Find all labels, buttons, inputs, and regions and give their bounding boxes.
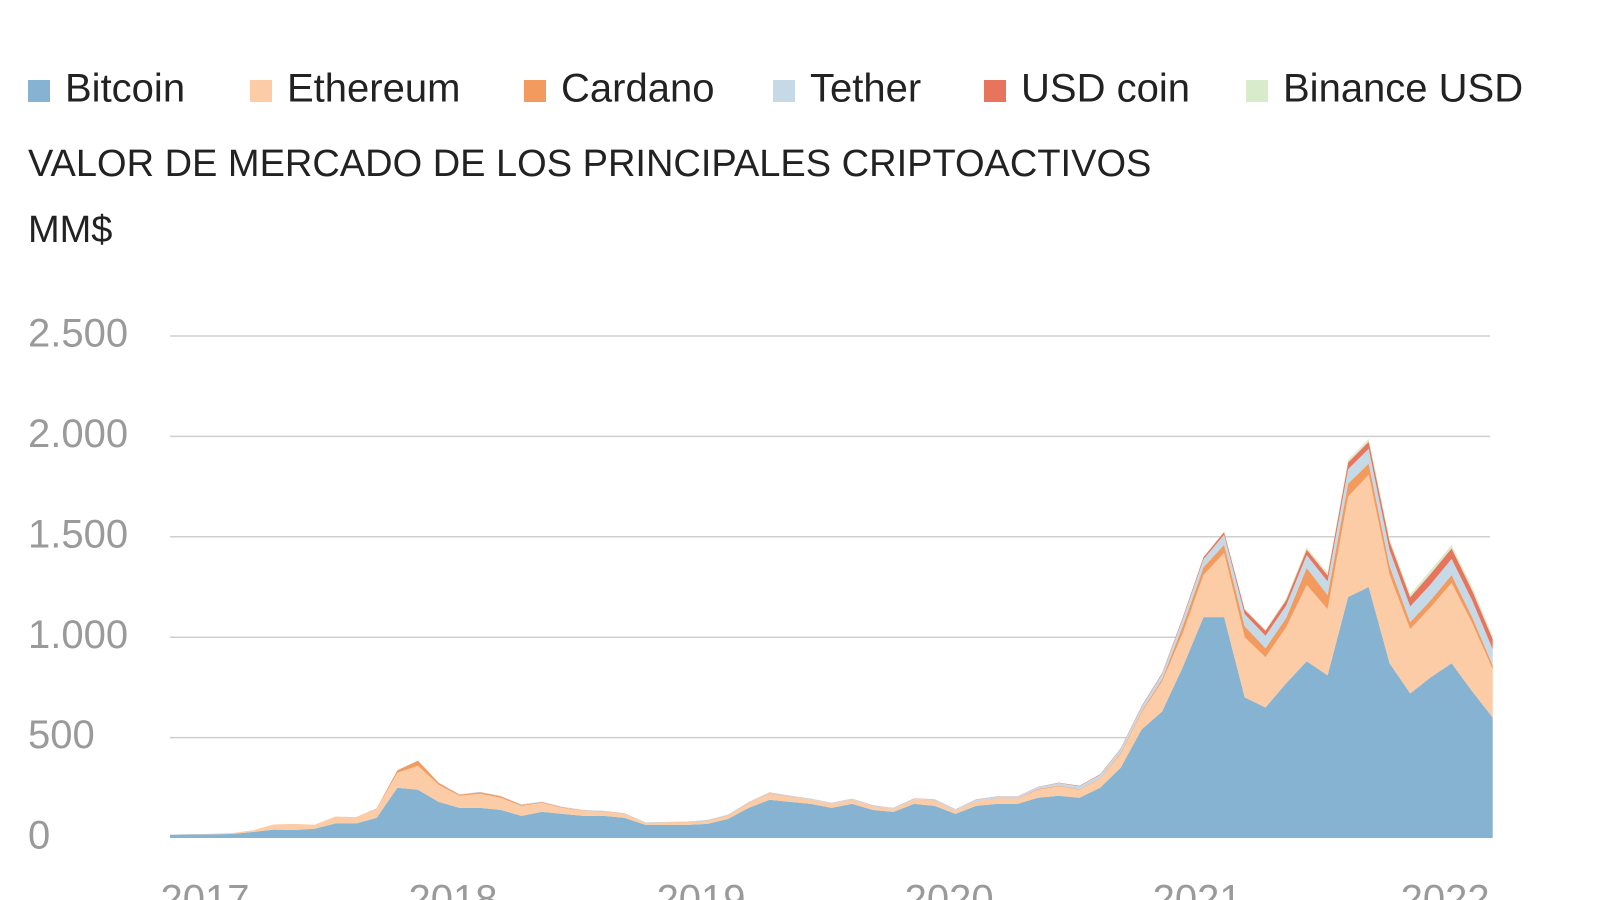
y-tick-label: 1.500	[28, 512, 128, 556]
area	[170, 587, 1493, 838]
legend-label: Ethereum	[287, 67, 460, 111]
legend-swatch	[250, 80, 272, 102]
y-tick-label: 500	[28, 713, 95, 757]
legend-swatch	[1246, 80, 1268, 102]
legend-label: Tether	[810, 67, 921, 111]
legend-swatch	[984, 80, 1006, 102]
legend-label: Bitcoin	[65, 67, 185, 111]
legend-swatch	[28, 80, 50, 102]
legend-label: Cardano	[561, 67, 714, 111]
legend-swatch	[524, 80, 546, 102]
legend-label: USD coin	[1021, 67, 1190, 111]
x-tick-label: 2017	[161, 878, 250, 900]
y-tick-label: 0	[28, 814, 50, 858]
chart-subtitle: VALOR DE MERCADO DE LOS PRINCIPALES CRIP…	[28, 143, 1151, 185]
legend-swatch	[773, 80, 795, 102]
y-axis-label: MM$	[28, 209, 112, 251]
x-tick-label: 2019	[657, 878, 746, 900]
y-tick-label: 2.500	[28, 312, 128, 356]
x-tick-label: 2021	[1153, 878, 1242, 900]
y-tick-label: 1.000	[28, 613, 128, 657]
x-tick-label: 2020	[905, 878, 994, 900]
area	[170, 474, 1493, 835]
x-tick-label: 2018	[409, 878, 498, 900]
x-tick-label: 2022	[1401, 878, 1490, 900]
legend-label: Binance USD	[1283, 67, 1523, 111]
y-tick-label: 2.000	[28, 412, 128, 456]
